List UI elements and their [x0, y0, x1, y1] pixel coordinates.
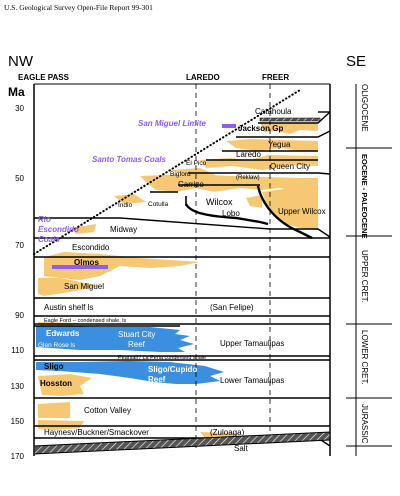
salt-basal-band: [33, 431, 331, 455]
age-tick: 130: [11, 382, 25, 391]
age-tick: 70: [15, 241, 24, 250]
age-unit-label: Ma: [8, 85, 25, 99]
label-wilcox: Wilcox: [206, 197, 233, 207]
label-upper-wilcox: Upper Wilcox: [278, 207, 326, 216]
locality-eagle-pass: EAGLE PASS: [18, 73, 70, 82]
label-zuloaga: (Zuloaga): [210, 428, 245, 437]
label-upper-tamaulipas: Upper Tamaulipas: [220, 339, 284, 348]
age-tick: 110: [11, 346, 24, 355]
label-reef-2: Reef: [148, 375, 166, 384]
label-san-miguel-limite: San Miguel Limite: [138, 119, 207, 128]
label-yegua: Yegua: [268, 140, 291, 149]
label-stuart-city: Stuart City: [118, 330, 155, 339]
jackson-coal-band: [222, 124, 236, 128]
label-san-miguel: San Miguel: [64, 282, 104, 291]
label-indio: Indio: [118, 202, 132, 209]
label-jackson: Jackson Gp: [238, 124, 283, 133]
label-olmos: Olmos: [74, 258, 99, 267]
locality-freer: FREER: [262, 73, 289, 82]
label-lower-tamaulipas: Lower Tamaulipas: [220, 376, 284, 385]
age-tick: 170: [11, 452, 25, 461]
label-midway: Midway: [110, 225, 137, 234]
age-tick: 50: [15, 174, 24, 183]
label-rio-escondido-3: Coals: [38, 235, 60, 244]
label-el-pico: El Pico: [186, 160, 207, 167]
label-reklaw: (Reklaw): [236, 175, 260, 181]
label-austin: Austin shelf ls: [44, 303, 93, 312]
epoch-lower-cret: LOWER CRET.: [360, 330, 369, 385]
label-sligo-cupido: Sligo/Cupido: [148, 365, 197, 374]
label-carrizo: Carrizo: [178, 180, 204, 189]
age-tick: 90: [15, 311, 24, 320]
label-edwards: Edwards: [46, 329, 80, 338]
label-glen-rose: Glen Rose ls: [38, 342, 76, 349]
label-eagle-ford: Eagle Ford -- condensed shale, ls: [44, 318, 126, 324]
upper-wilcox-fault-curve: [256, 185, 313, 240]
label-sligo: Sligo: [44, 362, 64, 371]
label-pearsall: Pearsall / La Pena condensed shale: [118, 355, 206, 361]
label-reef-1: Reef: [128, 340, 146, 349]
catahoula-basal-hatch: [259, 117, 321, 122]
age-tick: 30: [15, 104, 24, 113]
label-rio-escondido-1: Rio: [38, 215, 51, 224]
label-bigford: Bigford: [170, 171, 191, 178]
formation-boundaries: [34, 111, 331, 447]
label-salt: Salt: [234, 444, 249, 453]
label-escondido: Escondido: [72, 243, 110, 252]
label-santo-tomas-coals: Santo Tomas Coals: [92, 155, 166, 164]
report-title: U.S. Geological Survey Open-File Report …: [4, 3, 153, 12]
label-catahoula: Catahoula: [255, 107, 292, 116]
label-lobo: Lobo: [222, 209, 240, 218]
epoch-eocene-paleocene: EOCENE - PALEOCENE: [360, 154, 369, 238]
compass-se: SE: [346, 53, 366, 70]
label-hosston: Hosston: [40, 379, 72, 388]
coal-labels: San Miguel Limite Santo Tomas Coals Rio …: [38, 119, 207, 244]
locality-laredo: LAREDO: [186, 73, 220, 82]
label-cotton-valley: Cotton Valley: [84, 406, 131, 415]
epoch-column: OLIGOCENE EOCENE - PALEOCENE UPPER CRET.…: [346, 84, 392, 456]
formation-labels: Catahoula Jackson Gp Yegua Laredo El Pic…: [38, 107, 326, 453]
age-tick: 150: [11, 417, 25, 426]
label-cotulla: Cotulla: [148, 201, 169, 208]
label-queen-city: Queen City: [270, 162, 310, 171]
label-san-felipe: (San Felipe): [210, 303, 254, 312]
unconformity-dotted-line: [33, 89, 301, 255]
carbonate-bodies: [36, 326, 224, 384]
epoch-upper-cret: UPPER CRET.: [360, 250, 369, 303]
clastic-sand-bodies: [38, 123, 318, 440]
age-axis: 30 50 70 90 110 130 150 170: [11, 104, 25, 461]
epoch-jurassic: JURASSIC: [360, 404, 369, 444]
wilcox-fault-curve: [184, 203, 269, 226]
label-haynesv: Haynesv/Buckner/Smackover: [44, 428, 149, 437]
label-rio-escondido-2: Escondido: [38, 225, 79, 234]
epoch-oligocene: OLIGOCENE: [360, 84, 369, 132]
olmos-coal-band: [52, 265, 108, 269]
label-laredo: Laredo: [236, 150, 261, 159]
compass-nw: NW: [8, 53, 34, 70]
